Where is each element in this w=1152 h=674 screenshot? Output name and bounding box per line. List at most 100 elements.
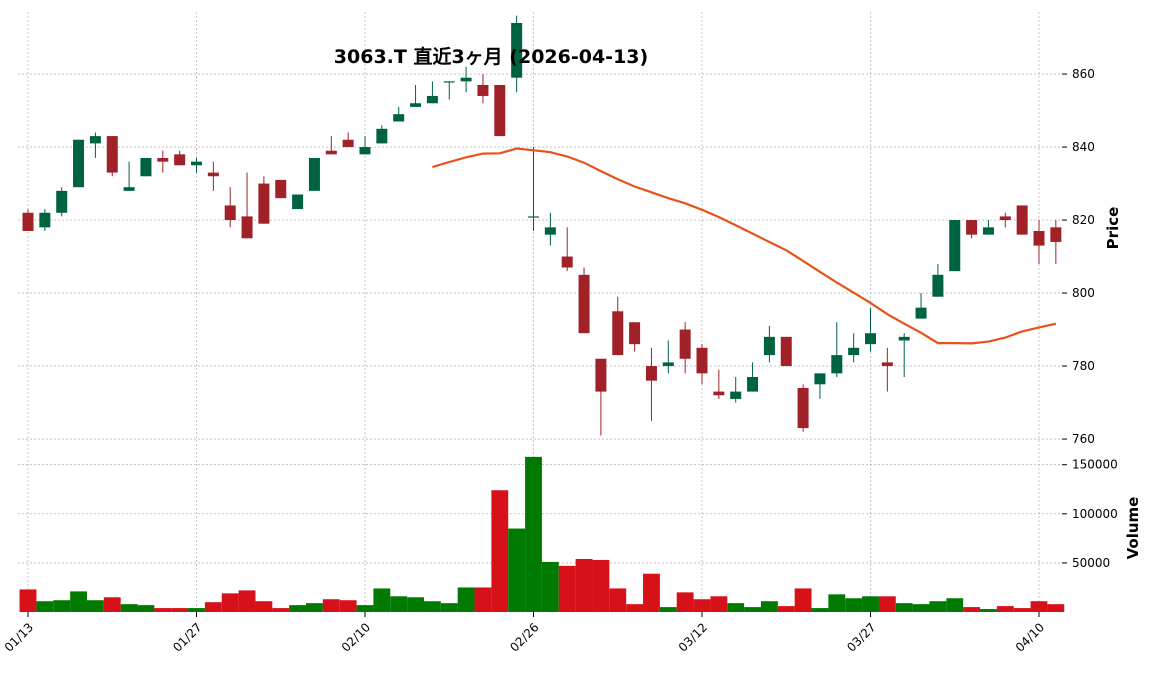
candle-body (763, 336, 775, 356)
candle-body (477, 85, 489, 96)
volume-bar (306, 603, 323, 612)
candle-body (780, 336, 792, 367)
x-tick-label: 02/10 (339, 620, 373, 654)
candle-body (325, 150, 337, 155)
volume-bar (862, 596, 879, 612)
candle-body (157, 158, 169, 162)
candle-body (123, 187, 135, 191)
volume-bar (120, 604, 138, 612)
volume-bar (828, 594, 846, 612)
volume-bar (895, 603, 913, 612)
price-tick-label: 840 (1072, 140, 1095, 154)
price-tick-label: 820 (1072, 213, 1095, 227)
candle-body (39, 212, 51, 228)
candle-body (848, 347, 860, 356)
candle-layer (22, 15, 1062, 436)
volume-bar (221, 593, 239, 612)
volume-bar (289, 605, 307, 612)
volume-bar (710, 596, 728, 612)
candle-body (578, 274, 590, 334)
candle-body (645, 366, 657, 381)
candle-body (376, 128, 388, 144)
moving-average-layer (432, 147, 1057, 345)
candle-body (342, 139, 354, 148)
volume-bar (36, 601, 54, 612)
x-tick-label: 04/10 (1013, 620, 1047, 654)
volume-tick-label: 50000 (1072, 556, 1110, 570)
volume-layer (19, 456, 1065, 612)
candle-body (1016, 205, 1028, 235)
volume-bar (777, 606, 795, 612)
volume-bar (508, 528, 526, 612)
candle-body (494, 85, 506, 137)
volume-bar (659, 607, 677, 612)
volume-bar (390, 596, 408, 612)
x-tick-label: 03/27 (844, 620, 878, 654)
volume-bar (373, 588, 391, 612)
volume-tick-label: 150000 (1072, 458, 1118, 472)
candle-body (140, 158, 152, 177)
volume-bar (744, 607, 761, 612)
volume-bar (356, 605, 374, 612)
candle-body (865, 333, 876, 345)
candle-body (544, 227, 556, 235)
candle-body (174, 154, 186, 166)
volume-bar (727, 603, 745, 612)
x-tick-label: 02/26 (507, 620, 541, 654)
candle-body (966, 220, 978, 235)
volume-bar (1047, 604, 1065, 612)
volume-bar (1030, 601, 1048, 612)
volume-bar (19, 589, 37, 612)
volume-tick-label: 100000 (1072, 507, 1118, 521)
volume-bar (272, 608, 290, 612)
candle-body (258, 183, 270, 224)
candle-body (730, 391, 742, 399)
candle-body (949, 220, 961, 272)
volume-bar (407, 597, 424, 612)
volume-bar (154, 608, 172, 612)
volume-bar (137, 605, 155, 612)
candle-body (1033, 231, 1045, 246)
candle-body (207, 172, 219, 177)
candle-body (814, 373, 826, 385)
volume-bar (188, 608, 205, 612)
volume-bar (255, 601, 273, 612)
candle-body (831, 355, 843, 374)
volume-bar (457, 587, 475, 612)
volume-bar (878, 596, 896, 612)
volume-bar (760, 601, 778, 612)
volume-bar (811, 608, 829, 612)
candle-body (224, 205, 236, 221)
chart-title: 3063.T 直近3ヶ月 (2026-04-13) (334, 45, 648, 68)
candle-body (999, 216, 1011, 221)
candle-body (982, 227, 994, 235)
price-axis-label: Price (1104, 207, 1122, 250)
volume-bar (238, 590, 256, 612)
volume-bar (171, 608, 189, 612)
volume-bar (575, 558, 593, 612)
candle-body (359, 147, 371, 155)
volume-bar (491, 490, 509, 612)
candle-body (932, 274, 944, 297)
moving-average-line (432, 147, 1057, 345)
candle-body (612, 311, 624, 356)
candle-body (662, 362, 674, 367)
x-tick-label: 01/13 (2, 620, 36, 654)
candle-body (106, 136, 118, 173)
volume-bar (440, 603, 458, 612)
candle-body (561, 256, 573, 268)
candle-body (1050, 227, 1062, 242)
volume-bar (86, 600, 104, 612)
volume-bar (609, 588, 627, 612)
candle-body (56, 190, 68, 213)
volume-bar (643, 573, 660, 612)
x-tick-label: 01/27 (170, 620, 204, 654)
volume-bar (845, 598, 863, 612)
price-tick-label: 800 (1072, 286, 1095, 300)
volume-bar (794, 588, 812, 612)
volume-bar (474, 587, 492, 612)
candle-body (426, 95, 438, 104)
volume-axis-label: Volume (1124, 497, 1142, 560)
candle-body (915, 307, 927, 319)
